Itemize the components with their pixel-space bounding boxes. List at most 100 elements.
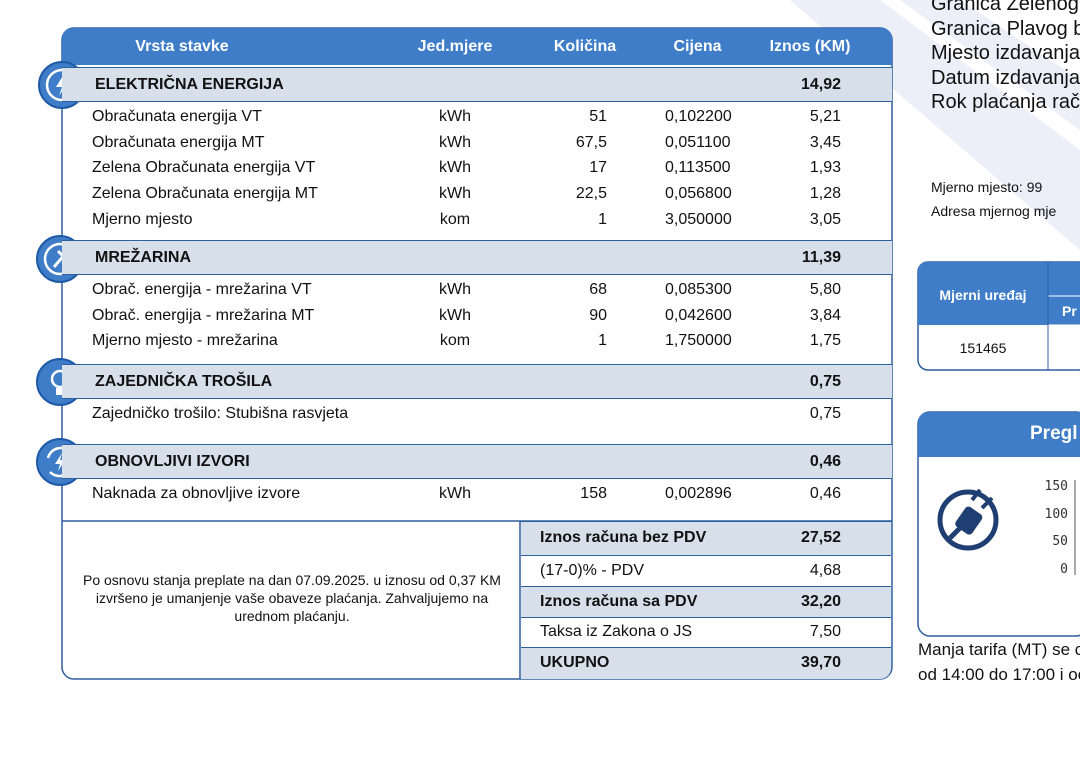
cell: Mjerno mjesto - mrežarina [92, 332, 278, 350]
info-line: Rok plaćanja raču [931, 91, 1080, 113]
cell: 1,28 [809, 185, 841, 203]
info-line: Granica Zelenog i [931, 0, 1080, 15]
cell: 1 [598, 210, 607, 228]
section-header [62, 364, 892, 399]
meter-address: Adresa mjernog mje [931, 203, 1057, 219]
decor-stripe [900, 0, 1080, 130]
column-header: Iznos (KM) [769, 38, 851, 55]
info-line: Granica Plavog bl [931, 17, 1080, 40]
plug-icon [937, 488, 999, 551]
panel-title: Pregl [1030, 423, 1078, 444]
summary-value: 27,52 [800, 529, 841, 546]
cell: 0,056800 [665, 185, 732, 203]
column-header: Cijena [673, 38, 722, 55]
summary-value: 7,50 [809, 623, 841, 640]
cell: kWh [439, 159, 471, 177]
cell: 0,75 [809, 405, 841, 422]
info-line: Mjesto izdavanja r [931, 42, 1080, 64]
section-total: 0,75 [809, 373, 841, 390]
cell: 3,45 [809, 133, 841, 151]
cell: kWh [439, 108, 471, 125]
summary-value: 39,70 [800, 654, 841, 671]
cell: 5,21 [809, 108, 841, 125]
summary-label: Iznos računa sa PDV [540, 592, 698, 610]
cell: Naknada za obnovljive izvore [92, 485, 301, 502]
column-header: Količina [553, 38, 617, 55]
cell: Obračunata energija VT [92, 108, 262, 125]
summary-row [521, 647, 891, 679]
device-header: Mjerni uređaj [939, 287, 1027, 303]
cell: 5,80 [809, 281, 841, 298]
summary-row [521, 521, 891, 555]
cell: 17 [589, 159, 607, 177]
cell: 3,050000 [665, 210, 732, 228]
cell: 67,5 [575, 133, 607, 151]
cell: 90 [589, 306, 607, 324]
summary-label: Taksa iz Zakona o JS [540, 623, 693, 640]
section-header [62, 240, 892, 275]
summary-label: (17-0)% - PDV [540, 561, 645, 579]
cell: 22,5 [575, 185, 607, 203]
section-title: ZAJEDNIČKA TROŠILA [95, 373, 273, 390]
cell: Zelena Obračunata energija VT [92, 159, 316, 177]
summary-row [521, 586, 891, 617]
info-line: Datum izdavanja r [931, 66, 1080, 89]
cell: kWh [439, 185, 471, 203]
cell: Zajedničko trošilo: Stubišna rasvjeta [92, 405, 349, 422]
cell: 3,05 [809, 210, 841, 228]
summary-value: 32,20 [800, 592, 841, 610]
footer-line: od 14:00 do 17:00 i oc [918, 665, 1080, 684]
cell: kWh [439, 306, 471, 324]
cell: 0,113500 [665, 159, 731, 177]
cell: 0,002896 [665, 485, 732, 502]
device-subheader-bg [1047, 295, 1080, 326]
cell: kWh [439, 485, 471, 502]
summary-label: UKUPNO [540, 654, 610, 671]
device-header-bg [918, 262, 1080, 325]
cell: 0,102200 [665, 108, 732, 125]
section-header [62, 444, 892, 479]
cell: kom [439, 210, 471, 228]
cell: 0,46 [809, 485, 841, 502]
section-title: OBNOVLJIVI IZVORI [95, 453, 250, 470]
cell: 1 [598, 332, 607, 350]
summary-value: 4,68 [809, 561, 841, 579]
summary-row [521, 555, 891, 586]
cell: 1,93 [809, 159, 841, 177]
panel-tick: 150 [1044, 479, 1068, 494]
cell: kom [439, 332, 471, 350]
cell: 158 [580, 485, 607, 502]
table-header-bg [62, 28, 892, 65]
cell: 51 [589, 108, 607, 125]
cell: kWh [439, 281, 471, 298]
panel-header-bg [918, 412, 1080, 457]
cell: 0,042600 [665, 306, 732, 324]
cell: 68 [589, 281, 607, 298]
footer-line: Manja tarifa (MT) se c [918, 640, 1080, 659]
summary-label: Iznos računa bez PDV [540, 529, 707, 546]
cell: Zelena Obračunata energija MT [92, 185, 318, 203]
cell: Obračunata energija MT [92, 133, 265, 151]
section-total: 0,46 [809, 453, 841, 470]
note: Po osnovu stanja preplate na dan 07.09.2… [83, 572, 501, 625]
panel-tick: 50 [1052, 534, 1068, 549]
section-title: MREŽARINA [95, 249, 191, 266]
section-header [62, 67, 892, 102]
device-subheader: Pr [1062, 303, 1077, 319]
panel-tick: 100 [1044, 506, 1068, 522]
cell: 0,051100 [665, 133, 731, 151]
column-header: Vrsta stavke [135, 38, 229, 55]
section-total: 14,92 [800, 76, 841, 93]
summary-row [521, 617, 891, 647]
meter-point: Mjerno mjesto: 99 [931, 179, 1043, 195]
cell: 0,085300 [665, 281, 732, 298]
cell: Obrač. energija - mrežarina VT [92, 281, 312, 298]
cell: 1,75 [809, 332, 841, 350]
cell: kWh [439, 133, 471, 151]
cell: Obrač. energija - mrežarina MT [92, 306, 315, 324]
panel-tick: 0 [1060, 561, 1068, 577]
section-title: ELEKTRIČNA ENERGIJA [95, 76, 284, 93]
section-total: 11,39 [801, 249, 841, 266]
